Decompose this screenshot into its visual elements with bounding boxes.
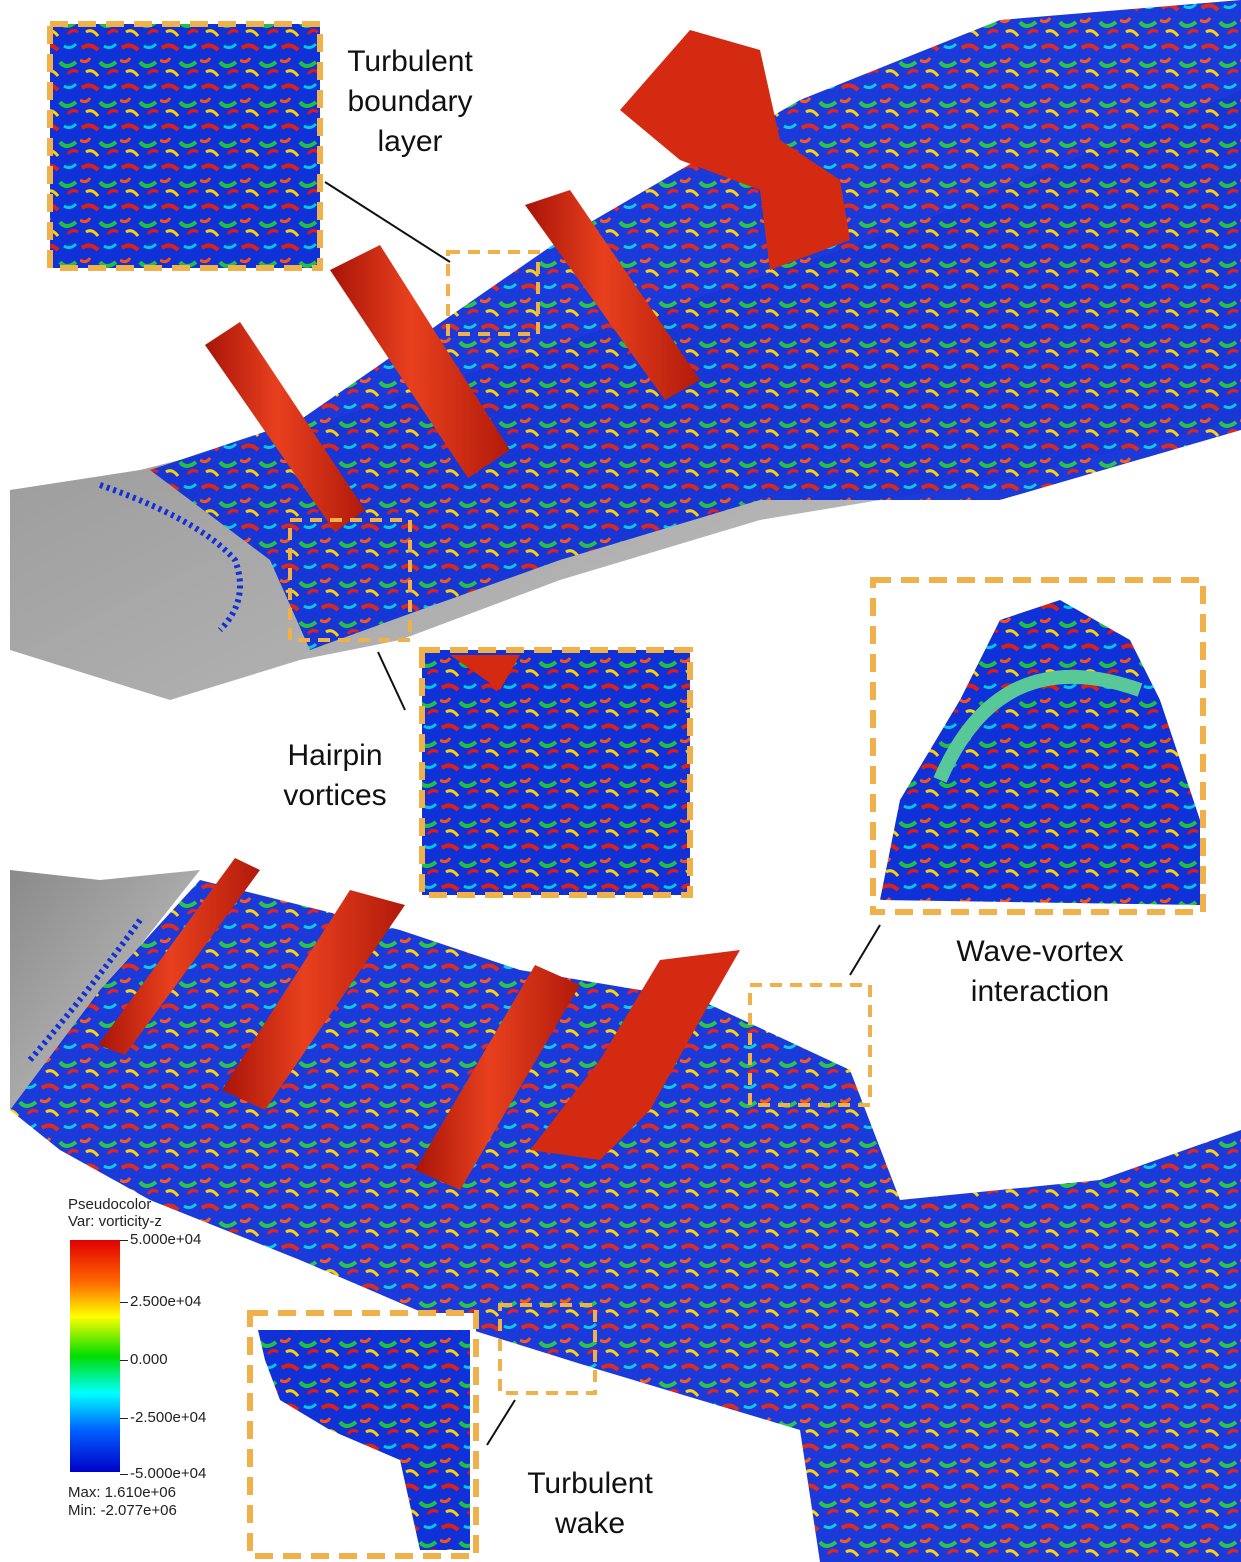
zoom-box-hairpin	[288, 518, 412, 642]
top-shock-line	[99, 482, 243, 633]
zoom-box-boundary-layer	[446, 250, 540, 336]
bottom-scene	[10, 858, 1241, 1562]
inset-boundary-layer	[47, 21, 323, 271]
colorbar-legend: Pseudocolor Var: vorticity-z 5.000e+04 2…	[68, 1196, 268, 1526]
leader-line	[486, 1399, 516, 1446]
fin	[620, 30, 850, 270]
label-wave-vortex-interaction: Wave-vortex interaction	[956, 935, 1124, 1008]
top-scene	[10, 0, 1241, 711]
inset-wave-vortex-cluster	[880, 600, 1200, 905]
colorbar-tick: -2.500e+04	[120, 1410, 206, 1426]
bottom-shock-line	[27, 918, 143, 1062]
colorbar	[70, 1240, 120, 1472]
bottom-vortex-field	[10, 880, 1241, 1562]
legend-max: Max: 1.610e+06	[68, 1484, 176, 1501]
colorbar-tick: 5.000e+04	[120, 1232, 201, 1248]
label-hairpin-vortices: Hairpin vortices	[283, 739, 387, 812]
zoom-box-wave-vortex	[748, 983, 872, 1107]
top-vortex-field	[150, 0, 1241, 650]
fin	[530, 950, 740, 1160]
label-turbulent-boundary-layer: Turbulent boundary layer	[347, 45, 473, 158]
inset-hairpin	[419, 647, 693, 898]
cylinder	[330, 245, 510, 478]
legend-min: Min: -2.077e+06	[68, 1502, 177, 1519]
cylinder	[205, 322, 365, 532]
leader-line	[324, 181, 451, 263]
inset-wave-vortex-ribbon	[933, 669, 1143, 783]
legend-variable: Var: vorticity-z	[68, 1213, 162, 1230]
legend-title: Pseudocolor	[68, 1196, 152, 1213]
inset-wake-vortices	[258, 1330, 470, 1550]
colorbar-tick: 2.500e+04	[120, 1294, 201, 1310]
colorbar-tick: -5.000e+04	[120, 1466, 206, 1482]
zoom-box-wake	[498, 1303, 597, 1395]
cylinder	[415, 965, 580, 1190]
cylinder	[222, 890, 405, 1110]
bottom-cylinders	[98, 858, 740, 1190]
cylinder	[525, 190, 700, 400]
leader-line	[377, 651, 406, 711]
inset-hairpin-cylinder	[450, 655, 520, 690]
label-turbulent-wake: Turbulent wake	[527, 1467, 653, 1540]
cylinder	[98, 858, 260, 1055]
colorbar-tick: 0.000	[120, 1352, 168, 1368]
top-cylinders	[205, 30, 850, 532]
leader-line	[849, 924, 881, 976]
